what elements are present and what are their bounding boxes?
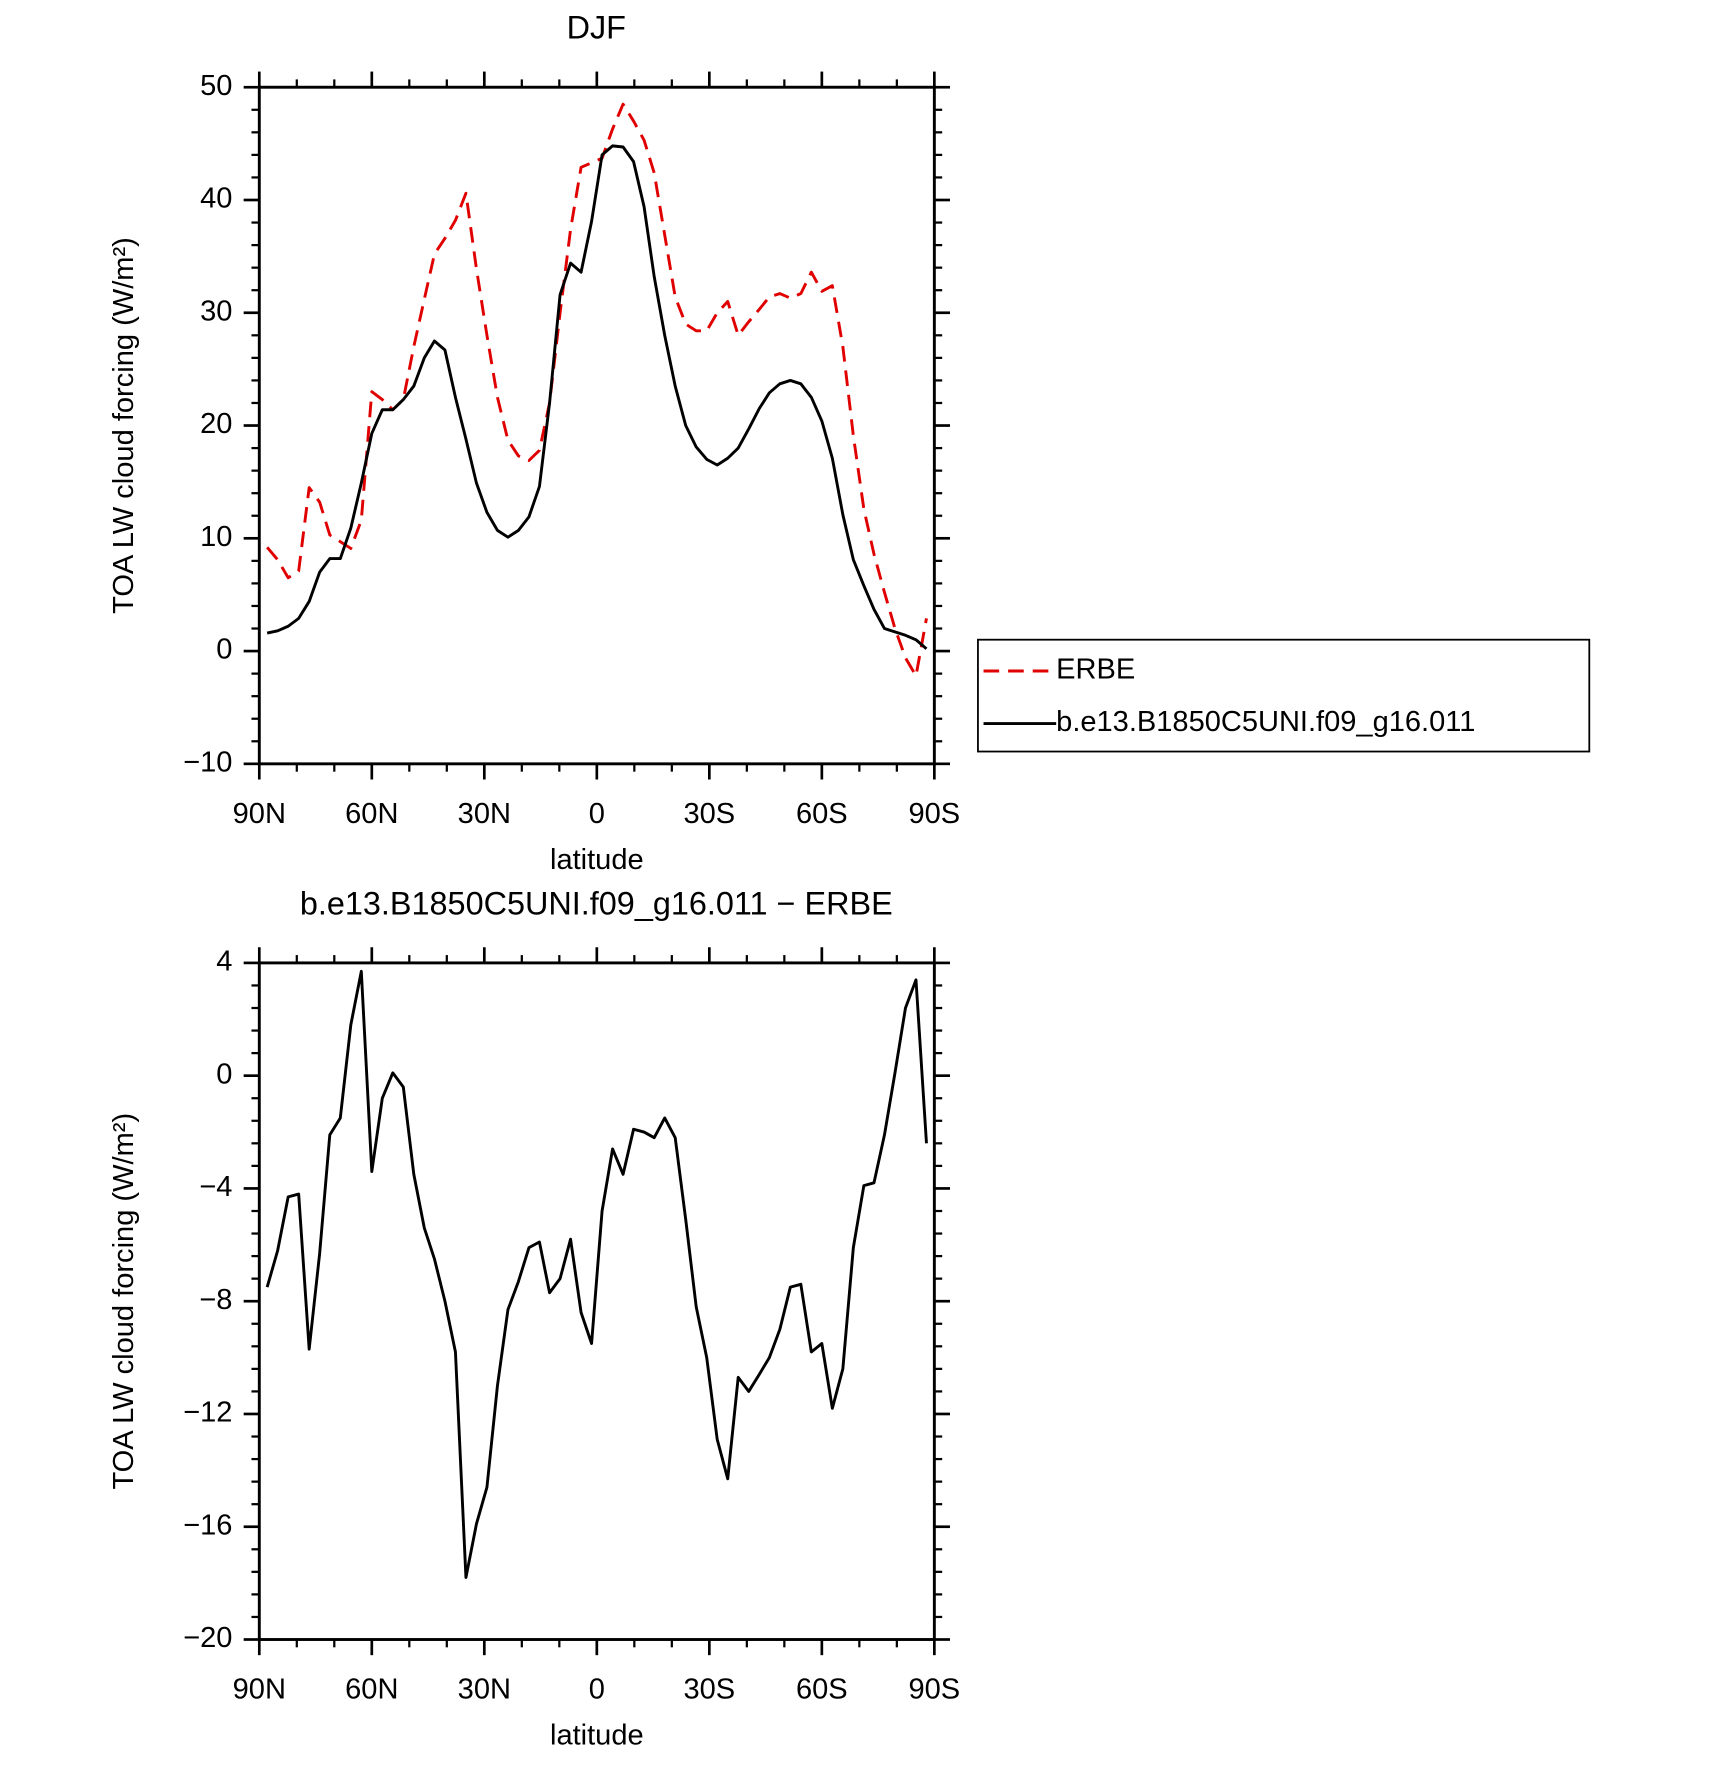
x-tick-label: 60S [796, 1674, 848, 1706]
y-tick-label: −8 [199, 1284, 232, 1316]
y-tick-label: 0 [216, 634, 232, 666]
x-axis-label: latitude [550, 1719, 644, 1751]
y-tick-label: −20 [183, 1622, 232, 1654]
data-line [266, 102, 928, 678]
plot-frame [257, 961, 936, 1641]
x-tick-label: 90S [909, 1674, 961, 1706]
x-tick-label: 0 [589, 798, 605, 830]
x-tick-label: 30N [458, 798, 511, 830]
x-tick-label: 30N [458, 1674, 511, 1706]
x-tick-label: 30S [683, 798, 735, 830]
x-tick-label: 90S [909, 798, 961, 830]
y-axis-label: TOA LW cloud forcing (W/m²) [108, 237, 140, 614]
legend-label: b.e13.B1850C5UNI.f09_g16.011 [1056, 706, 1475, 738]
x-tick-label: 0 [589, 1674, 605, 1706]
plot-frame [257, 85, 936, 766]
data-line [265, 969, 928, 1579]
x-tick-label: 90N [233, 798, 286, 830]
legend-box [977, 638, 1591, 753]
y-tick-label: −4 [199, 1171, 232, 1203]
x-axis-label: latitude [550, 844, 644, 876]
chart-title: DJF [567, 10, 626, 46]
y-tick-label: 30 [200, 295, 232, 327]
y-tick-label: 20 [200, 408, 232, 440]
x-tick-label: 30S [683, 1674, 735, 1706]
x-tick-label: 60N [345, 1674, 398, 1706]
y-tick-label: 50 [200, 70, 232, 102]
x-tick-label: 90N [233, 1674, 286, 1706]
y-tick-label: −16 [183, 1509, 232, 1541]
y-tick-label: 0 [216, 1058, 232, 1090]
y-tick-label: 4 [216, 946, 232, 978]
x-tick-label: 60N [345, 798, 398, 830]
data-line [266, 144, 928, 650]
y-tick-label: −10 [183, 747, 232, 779]
y-axis-label: TOA LW cloud forcing (W/m²) [108, 1113, 140, 1490]
y-tick-label: 10 [200, 521, 232, 553]
legend-label: ERBE [1056, 654, 1135, 686]
y-tick-label: −12 [183, 1397, 232, 1429]
x-tick-label: 60S [796, 798, 848, 830]
y-tick-label: 40 [200, 183, 232, 215]
chart-title: b.e13.B1850C5UNI.f09_g16.011 − ERBE [300, 885, 893, 921]
